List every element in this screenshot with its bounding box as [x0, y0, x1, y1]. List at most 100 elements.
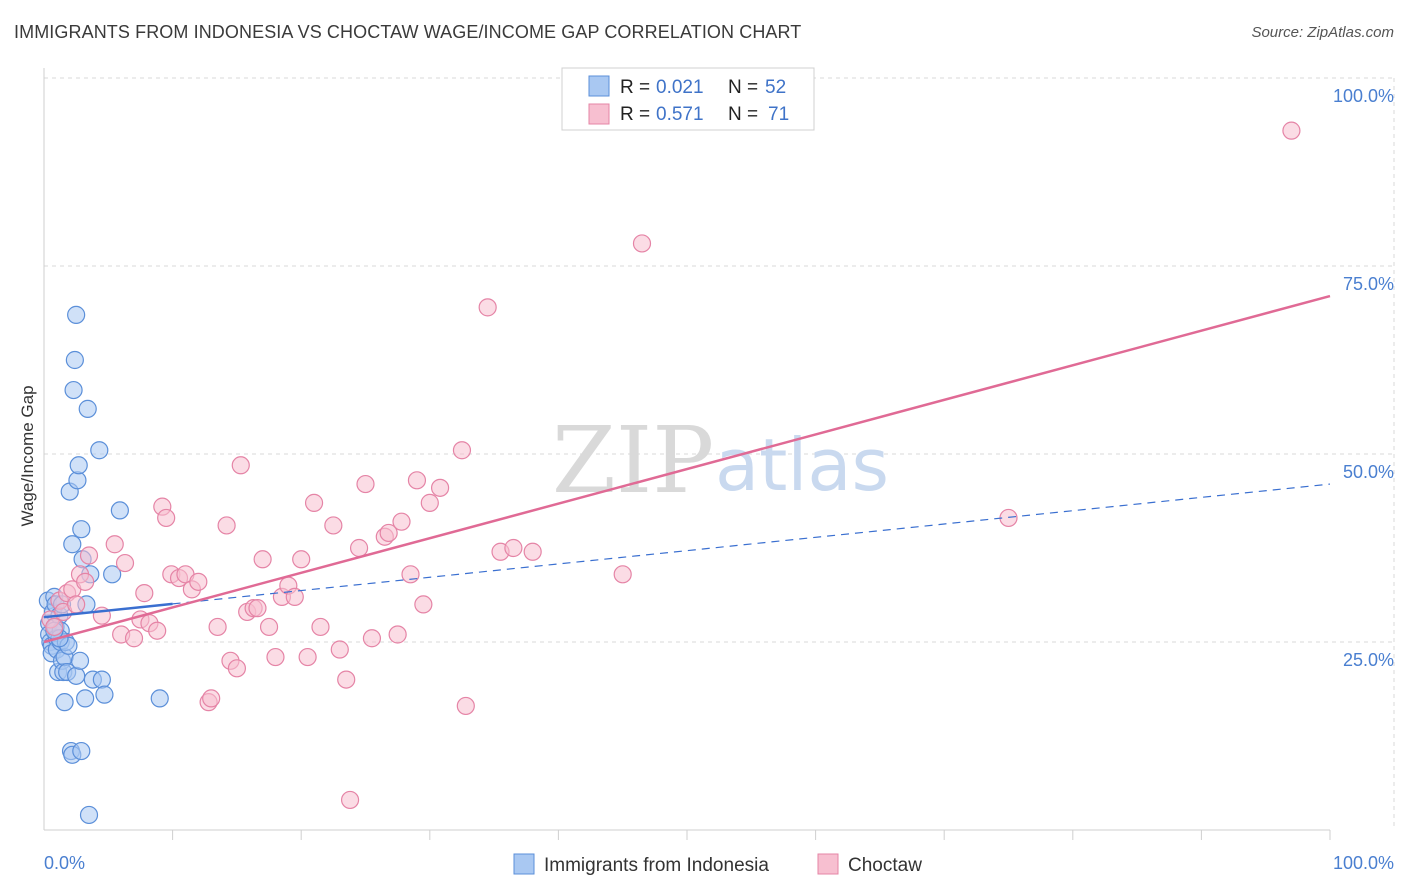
y-tick-label-100: 100.0% — [1333, 86, 1394, 106]
choctaw-point-41 — [285, 587, 304, 606]
choctaw-point-56 — [392, 512, 411, 531]
choctaw-point-50 — [349, 538, 369, 558]
y-axis-title: Wage/Income Gap — [18, 385, 37, 526]
chart-title: IMMIGRANTS FROM INDONESIA VS CHOCTAW WAG… — [14, 22, 802, 42]
indonesia-point-28 — [64, 380, 83, 400]
choctaw-point-66 — [504, 538, 523, 558]
indonesia-point-49 — [150, 689, 169, 708]
indonesia-point-40 — [78, 399, 97, 418]
choctaw-point-58 — [407, 471, 427, 490]
y-tick-label-50: 50.0% — [1343, 462, 1394, 482]
y-tick-label-75: 75.0% — [1343, 274, 1394, 294]
bottom-legend-swatch-pink — [817, 853, 839, 875]
watermark-zip: ZIP — [552, 407, 714, 514]
choctaw-point-6 — [67, 595, 86, 614]
choctaw-point-52 — [362, 629, 382, 648]
legend-n-value-blue: 52 — [765, 77, 786, 98]
choctaw-point-28 — [208, 617, 227, 637]
indonesia-point-20 — [55, 693, 74, 712]
x-ticks — [172, 830, 1331, 840]
bottom-legend: Immigrants from Indonesia Choctaw — [513, 853, 922, 876]
choctaw-point-20 — [157, 508, 176, 528]
choctaw-point-11 — [105, 535, 124, 554]
choctaw-point-71 — [1282, 121, 1301, 140]
legend-r-label-pink: R = — [620, 104, 650, 125]
legend-n-value-pink: 71 — [768, 104, 789, 125]
legend: R = 0.021 N = 52 R = 0.571 N = 71 — [561, 67, 815, 131]
choctaw-point-16 — [135, 584, 154, 603]
choctaw-point-59 — [414, 595, 433, 614]
choctaw-point-36 — [253, 550, 272, 569]
legend-r-value-blue: 0.021 — [656, 77, 704, 98]
indonesia-point-38 — [76, 689, 95, 708]
indonesia-point-34 — [70, 651, 90, 670]
indonesia-point-33 — [69, 456, 88, 475]
indonesia-point-48 — [79, 805, 99, 825]
legend-r-value-pink: 0.571 — [656, 104, 704, 125]
choctaw-point-43 — [298, 647, 317, 667]
choctaw-point-57 — [401, 565, 420, 584]
choctaw-point-46 — [324, 516, 343, 535]
indonesia-point-43 — [92, 670, 111, 689]
indonesia-point-47 — [90, 441, 109, 460]
series-immigrants-from-indonesia — [38, 305, 169, 825]
y-tick-labels: 25.0% 50.0% 75.0% 100.0% — [1333, 86, 1394, 670]
choctaw-point-25 — [189, 572, 208, 591]
trendlines — [43, 294, 1331, 644]
choctaw-point-37 — [259, 617, 279, 637]
choctaw-point-55 — [388, 625, 407, 644]
indonesia-point-27 — [63, 535, 82, 554]
choctaw-point-31 — [227, 659, 246, 678]
choctaw-point-1 — [45, 617, 64, 637]
choctaw-point-13 — [115, 553, 135, 573]
choctaw-point-51 — [356, 474, 375, 494]
indonesia-point-45 — [103, 565, 122, 584]
choctaw-point-18 — [148, 621, 167, 640]
choctaw-point-47 — [330, 640, 349, 659]
choctaw-point-48 — [337, 670, 356, 689]
choctaw-point-62 — [452, 441, 472, 460]
bottom-legend-label-pink: Choctaw — [848, 855, 922, 876]
x-tick-label-max: 100.0% — [1333, 853, 1394, 873]
legend-n-label-blue: N = — [728, 77, 758, 98]
y-tick-label-25: 25.0% — [1343, 650, 1394, 670]
indonesia-point-44 — [95, 685, 114, 704]
choctaw-point-64 — [478, 298, 497, 317]
choctaw-point-54 — [379, 523, 398, 543]
choctaw-point-38 — [266, 647, 285, 667]
indonesia-point-29 — [65, 350, 84, 370]
legend-swatch-blue — [588, 75, 610, 97]
x-tick-label-min: 0.0% — [44, 853, 85, 873]
watermark-atlas: atlas — [715, 423, 889, 507]
trendline-indonesia-solid — [43, 602, 173, 619]
choctaw-point-44 — [304, 493, 324, 512]
series-choctaw — [41, 121, 1301, 810]
indonesia-point-30 — [67, 305, 86, 324]
choctaw-point-61 — [430, 478, 450, 497]
indonesia-point-32 — [68, 471, 87, 490]
choctaw-point-32 — [231, 456, 250, 475]
bottom-legend-swatch-blue — [513, 853, 535, 875]
trendline-choctaw — [43, 294, 1331, 644]
choctaw-point-8 — [76, 572, 95, 591]
choctaw-point-69 — [632, 234, 652, 253]
choctaw-point-63 — [456, 696, 475, 716]
legend-swatch-pink — [588, 103, 610, 125]
choctaw-point-29 — [217, 516, 236, 535]
choctaw-point-60 — [420, 493, 439, 512]
choctaw-point-14 — [124, 629, 144, 648]
choctaw-point-68 — [613, 565, 632, 584]
legend-n-label-pink: N = — [728, 104, 758, 125]
choctaw-point-67 — [523, 542, 542, 561]
choctaw-point-42 — [292, 550, 311, 569]
indonesia-point-46 — [110, 501, 129, 520]
choctaw-point-9 — [79, 546, 99, 565]
choctaw-point-35 — [248, 599, 267, 618]
choctaw-point-49 — [340, 790, 360, 810]
bottom-legend-label-blue: Immigrants from Indonesia — [544, 855, 769, 876]
choctaw-point-27 — [202, 689, 221, 708]
choctaw-point-45 — [311, 617, 330, 637]
trendline-indonesia-dashed — [172, 483, 1331, 605]
indonesia-point-35 — [72, 741, 91, 761]
